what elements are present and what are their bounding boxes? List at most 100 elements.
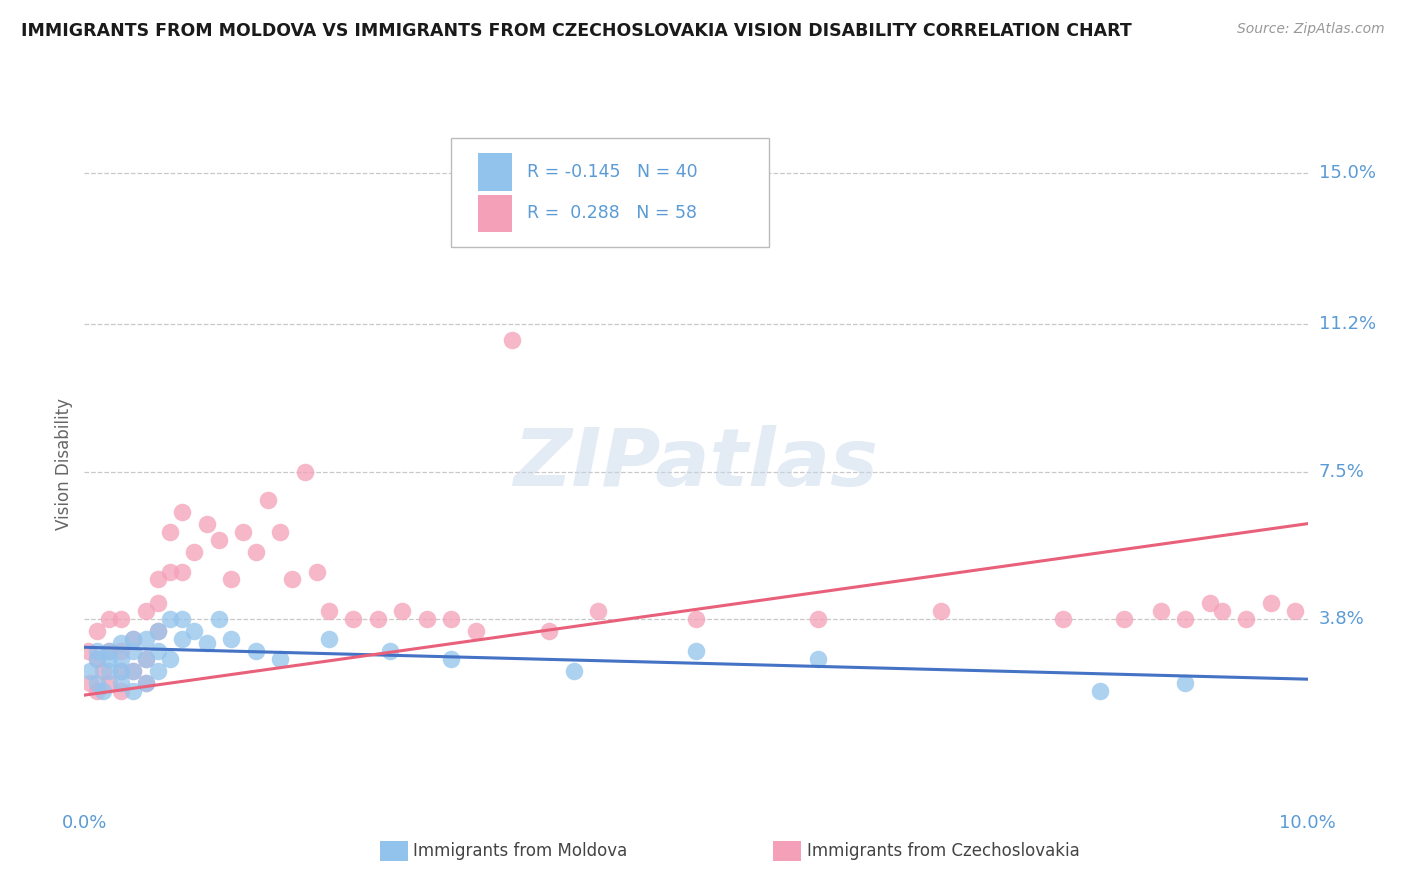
- Point: [380, 644, 402, 658]
- Point: [110, 612, 132, 626]
- Point: [86, 676, 108, 690]
- Point: [172, 612, 194, 626]
- Point: [135, 632, 157, 647]
- Point: [172, 505, 194, 519]
- Point: [97, 644, 120, 658]
- Point: [219, 573, 242, 587]
- Point: [219, 632, 242, 647]
- Point: [122, 632, 145, 647]
- Point: [294, 465, 316, 479]
- Point: [183, 624, 205, 639]
- Point: [110, 664, 132, 678]
- Point: [86, 684, 108, 698]
- Y-axis label: Vision Disability: Vision Disability: [55, 398, 73, 530]
- Point: [929, 604, 952, 618]
- Point: [245, 544, 267, 558]
- Point: [97, 612, 120, 626]
- Point: [1234, 612, 1257, 626]
- Point: [97, 644, 120, 658]
- Point: [1052, 612, 1074, 626]
- Point: [195, 516, 218, 531]
- Point: [110, 676, 132, 690]
- Point: [172, 632, 194, 647]
- Point: [232, 524, 254, 539]
- Point: [146, 573, 169, 587]
- Text: R =  0.288   N = 58: R = 0.288 N = 58: [527, 204, 697, 222]
- Point: [135, 676, 157, 690]
- Point: [135, 676, 157, 690]
- Point: [440, 652, 463, 666]
- Point: [86, 624, 108, 639]
- Point: [1088, 684, 1111, 698]
- Point: [135, 652, 157, 666]
- Point: [440, 612, 463, 626]
- Point: [159, 524, 181, 539]
- Point: [86, 652, 108, 666]
- Point: [1174, 676, 1197, 690]
- Point: [685, 644, 707, 658]
- Text: Immigrants from Moldova: Immigrants from Moldova: [413, 842, 627, 860]
- Point: [110, 636, 132, 650]
- Point: [318, 632, 340, 647]
- Point: [538, 624, 561, 639]
- Point: [146, 644, 169, 658]
- Point: [79, 676, 101, 690]
- Point: [367, 612, 389, 626]
- Text: Source: ZipAtlas.com: Source: ZipAtlas.com: [1237, 22, 1385, 37]
- Text: IMMIGRANTS FROM MOLDOVA VS IMMIGRANTS FROM CZECHOSLOVAKIA VISION DISABILITY CORR: IMMIGRANTS FROM MOLDOVA VS IMMIGRANTS FR…: [21, 22, 1132, 40]
- Point: [122, 632, 145, 647]
- Point: [91, 664, 114, 678]
- Point: [79, 664, 101, 678]
- Point: [1260, 596, 1282, 610]
- Point: [135, 604, 157, 618]
- Point: [208, 612, 231, 626]
- Point: [86, 644, 108, 658]
- Point: [183, 544, 205, 558]
- Point: [807, 612, 830, 626]
- Point: [1284, 604, 1306, 618]
- Point: [318, 604, 340, 618]
- Point: [110, 652, 132, 666]
- Point: [146, 624, 169, 639]
- Point: [97, 676, 120, 690]
- Point: [159, 652, 181, 666]
- Point: [159, 565, 181, 579]
- Point: [172, 565, 194, 579]
- Point: [122, 664, 145, 678]
- Point: [146, 664, 169, 678]
- Point: [391, 604, 413, 618]
- Text: R = -0.145   N = 40: R = -0.145 N = 40: [527, 163, 697, 181]
- Point: [146, 596, 169, 610]
- Point: [110, 664, 132, 678]
- Point: [110, 684, 132, 698]
- Point: [77, 644, 100, 658]
- Point: [122, 664, 145, 678]
- Point: [342, 612, 364, 626]
- Text: 3.8%: 3.8%: [1319, 610, 1364, 628]
- Point: [146, 624, 169, 639]
- Point: [269, 652, 291, 666]
- Point: [245, 644, 267, 658]
- Point: [122, 684, 145, 698]
- Point: [97, 664, 120, 678]
- Point: [1211, 604, 1233, 618]
- Text: 11.2%: 11.2%: [1319, 315, 1376, 334]
- Text: ZIPatlas: ZIPatlas: [513, 425, 879, 503]
- Point: [1150, 604, 1173, 618]
- Point: [305, 565, 328, 579]
- Point: [257, 492, 280, 507]
- Point: [416, 612, 439, 626]
- Point: [1198, 596, 1220, 610]
- Point: [135, 652, 157, 666]
- Text: 15.0%: 15.0%: [1319, 164, 1375, 182]
- Point: [502, 333, 524, 347]
- Point: [685, 612, 707, 626]
- Point: [807, 652, 830, 666]
- FancyBboxPatch shape: [451, 138, 769, 247]
- Text: 7.5%: 7.5%: [1319, 463, 1365, 481]
- Bar: [478, 153, 513, 191]
- Text: Immigrants from Czechoslovakia: Immigrants from Czechoslovakia: [807, 842, 1080, 860]
- Point: [562, 664, 585, 678]
- Point: [1114, 612, 1136, 626]
- Point: [159, 612, 181, 626]
